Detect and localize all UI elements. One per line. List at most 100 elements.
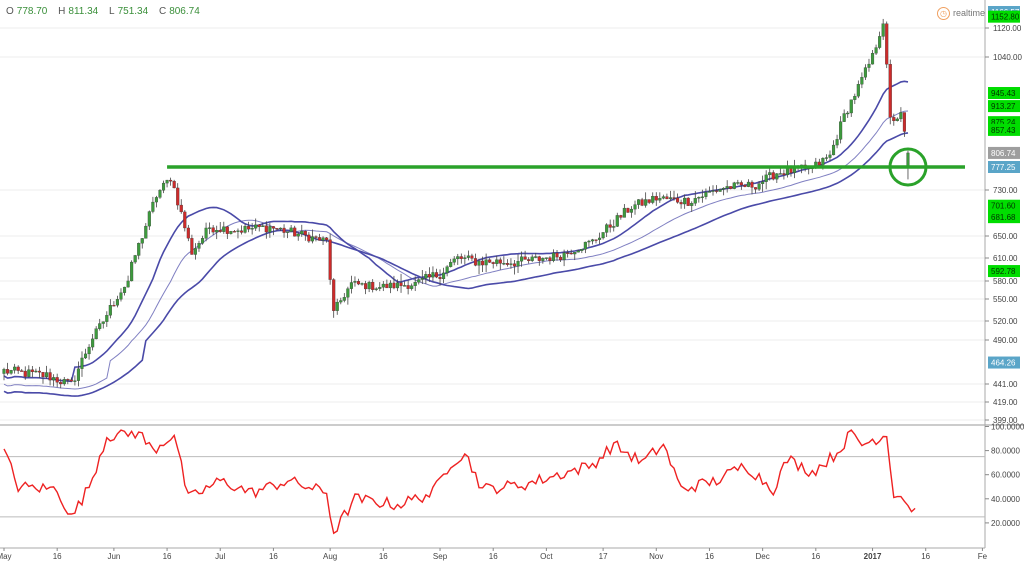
candle-up (424, 274, 428, 279)
candle-up (200, 238, 205, 244)
candle-up (417, 279, 421, 283)
candle-down (5, 369, 10, 374)
candle-up (119, 292, 123, 300)
candle-up (94, 328, 98, 340)
candle-down (332, 279, 336, 311)
candle-up (254, 224, 258, 229)
price-tag-label: 875.24 (991, 118, 1016, 127)
candle-up (353, 281, 357, 283)
candle-up (161, 182, 166, 191)
candle-up (278, 227, 283, 230)
candle-up (661, 196, 665, 199)
osc-tick-label: 60.0000 (991, 471, 1020, 480)
candle-up (541, 258, 545, 261)
price-grid (0, 0, 1024, 549)
candle-up (378, 287, 382, 289)
price-tag-box (988, 356, 1020, 369)
candle-up (746, 181, 750, 187)
candle-down (548, 257, 552, 261)
candle-up (215, 230, 219, 233)
ohlc-readout: O 778.70 H 811.34 L 751.34 C 806.74 (6, 6, 208, 17)
candle-down (257, 224, 261, 227)
time-tick-label: Fe (978, 552, 988, 561)
candle-down (640, 199, 644, 206)
candle-down (750, 181, 754, 188)
candle-up (615, 215, 619, 227)
candle-down (183, 211, 187, 229)
candle-down (307, 234, 311, 242)
candle-up (395, 282, 400, 289)
price-tag-box (988, 265, 1020, 278)
ohlc-low-label: L (109, 6, 115, 17)
candle-up (711, 190, 715, 192)
candle-up (73, 380, 77, 382)
candle-up (420, 278, 424, 280)
candle-up (697, 197, 701, 199)
candle-down (665, 196, 669, 200)
candle-down (59, 382, 63, 385)
candle-up (374, 288, 378, 290)
price-tick-label: 650.00 (993, 232, 1018, 241)
price-tick-label: 441.00 (993, 380, 1018, 389)
candle-up (580, 249, 584, 251)
candle-up (587, 240, 591, 243)
ohlc-high-label: H (58, 6, 66, 17)
candle-up (590, 239, 595, 242)
candle-up (456, 256, 460, 260)
time-tick-label: Oct (540, 552, 553, 561)
time-axis: May 16 Jun 16 Jul 16 Aug 16 Sep 16 Oct 17 Nov 16 Dec 16… (0, 548, 988, 561)
candle-down (48, 372, 52, 381)
candle-down (271, 226, 275, 229)
candle-down (743, 184, 747, 187)
realtime-label: realtime (953, 7, 986, 18)
candle-up (622, 207, 626, 218)
candle-up (693, 198, 697, 204)
candle-up (346, 288, 350, 298)
candle-down (654, 196, 658, 201)
candle-down (888, 64, 892, 118)
price-tick-label: 1040.00 (993, 53, 1022, 62)
candle-down (434, 272, 439, 278)
ohlc-high-value: 811.34 (68, 6, 99, 17)
candle-down (20, 370, 24, 372)
candle-up (44, 372, 49, 378)
candle-up (551, 252, 556, 261)
price-tag-label: 945.43 (991, 89, 1016, 98)
time-tick-label: Dec (756, 552, 770, 561)
candle-up (158, 190, 162, 198)
candle-up (601, 232, 605, 239)
candle-down (885, 23, 889, 65)
realtime-indicator[interactable]: ◷ realtime (937, 7, 985, 20)
candle-up (899, 112, 903, 120)
candle-up (878, 36, 882, 48)
candle-up (289, 227, 293, 232)
candle-up (839, 121, 843, 140)
candle-down (559, 256, 563, 261)
candle-down (225, 226, 229, 234)
price-tag-box (988, 10, 1020, 23)
candle-down (69, 379, 73, 382)
time-tick-label: 16 (705, 552, 714, 561)
candle-up (91, 338, 95, 348)
price-axis: 1120.00 1040.00 730.00 650.00 610.00 580.00 55… (985, 6, 1022, 425)
candle-down (679, 202, 683, 205)
price-tick-label: 730.00 (993, 186, 1018, 195)
time-tick-label: 16 (921, 552, 930, 561)
candle-down (23, 370, 27, 377)
candle-down (470, 255, 474, 259)
candle-down (512, 263, 517, 267)
candlesticks (2, 18, 910, 389)
candle-up (388, 282, 392, 289)
candle-up (775, 173, 779, 180)
oscillator-panel: 100.0000 80.0000 60.0000 40.0000 20.0000 (0, 423, 1024, 535)
candle-down (481, 260, 485, 266)
candle-down (569, 252, 573, 255)
candle-down (608, 224, 612, 228)
candle-down (16, 366, 20, 371)
candle-up (268, 226, 272, 233)
candle-up (147, 211, 151, 227)
moving-average-line (3, 80, 909, 383)
candle-up (768, 172, 772, 176)
candle-up (502, 263, 506, 265)
